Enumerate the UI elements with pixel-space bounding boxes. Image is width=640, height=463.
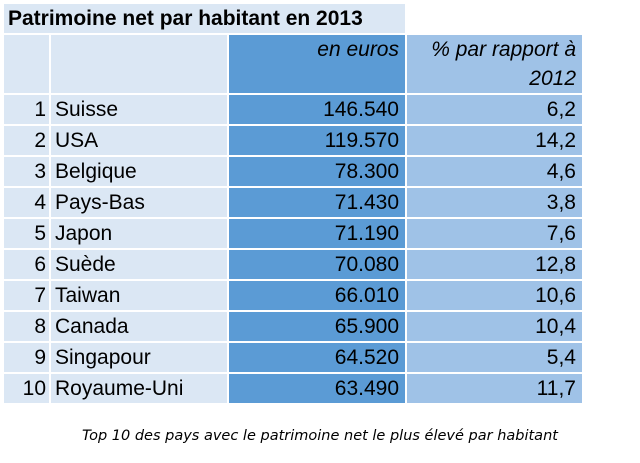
rank-cell: 6 [4, 248, 50, 280]
rank-cell: 9 [4, 341, 50, 373]
value-cell: 64.520 [227, 341, 406, 373]
pct-cell: 5,4 [405, 341, 582, 373]
table-row: 10 Royaume-Uni 63.490 11,7 [4, 372, 582, 403]
table-row: 7 Taiwan 66.010 10,6 [4, 279, 582, 311]
header-pct-line1: % par rapport à [431, 38, 576, 61]
value-cell: 146.540 [227, 93, 406, 125]
title-blank-cell [405, 4, 582, 34]
header-rank-cell [4, 33, 50, 94]
table-row: 9 Singapour 64.520 5,4 [4, 341, 582, 373]
country-cell: Suède [49, 248, 228, 280]
value-cell: 71.190 [227, 217, 406, 249]
pct-cell: 6,2 [405, 93, 582, 125]
table-row: 8 Canada 65.900 10,4 [4, 310, 582, 342]
rank-cell: 5 [4, 217, 50, 249]
rank-cell: 8 [4, 310, 50, 342]
pct-cell: 10,6 [405, 279, 582, 311]
wealth-table-container: Patrimoine net par habitant en 2013 en e… [4, 4, 582, 403]
table-row: 3 Belgique 78.300 4,6 [4, 155, 582, 187]
header-pct-line2: 2012 [529, 67, 576, 90]
table-caption: Top 10 des pays avec le patrimoine net l… [82, 428, 558, 444]
table-row: 2 USA 119.570 14,2 [4, 124, 582, 156]
rank-cell: 3 [4, 155, 50, 187]
rank-cell: 2 [4, 124, 50, 156]
value-cell: 66.010 [227, 279, 406, 311]
country-cell: Japon [49, 217, 228, 249]
header-value-label: en euros [227, 33, 406, 94]
value-cell: 71.430 [227, 186, 406, 218]
country-cell: Taiwan [49, 279, 228, 311]
table-row: 5 Japon 71.190 7,6 [4, 217, 582, 249]
header-country-cell [49, 33, 228, 94]
header-pct-label: % par rapport à 2012 [405, 33, 582, 94]
country-cell: Pays-Bas [49, 186, 228, 218]
table-row: 6 Suède 70.080 12,8 [4, 248, 582, 280]
table-row: 4 Pays-Bas 71.430 3,8 [4, 186, 582, 218]
table-title: Patrimoine net par habitant en 2013 [4, 4, 406, 34]
value-cell: 65.900 [227, 310, 406, 342]
rank-cell: 4 [4, 186, 50, 218]
country-cell: Royaume-Uni [49, 372, 228, 403]
pct-cell: 11,7 [405, 372, 582, 403]
wealth-table: Patrimoine net par habitant en 2013 en e… [4, 4, 582, 403]
pct-cell: 4,6 [405, 155, 582, 187]
pct-cell: 3,8 [405, 186, 582, 218]
country-cell: Canada [49, 310, 228, 342]
country-cell: Suisse [49, 93, 228, 125]
value-cell: 63.490 [227, 372, 406, 403]
value-cell: 78.300 [227, 155, 406, 187]
pct-cell: 12,8 [405, 248, 582, 280]
pct-cell: 14,2 [405, 124, 582, 156]
pct-cell: 7,6 [405, 217, 582, 249]
country-cell: USA [49, 124, 228, 156]
table-row: 1 Suisse 146.540 6,2 [4, 93, 582, 125]
value-cell: 70.080 [227, 248, 406, 280]
rank-cell: 7 [4, 279, 50, 311]
pct-cell: 10,4 [405, 310, 582, 342]
country-cell: Singapour [49, 341, 228, 373]
value-cell: 119.570 [227, 124, 406, 156]
rank-cell: 1 [4, 93, 50, 125]
rank-cell: 10 [4, 372, 50, 403]
country-cell: Belgique [49, 155, 228, 187]
